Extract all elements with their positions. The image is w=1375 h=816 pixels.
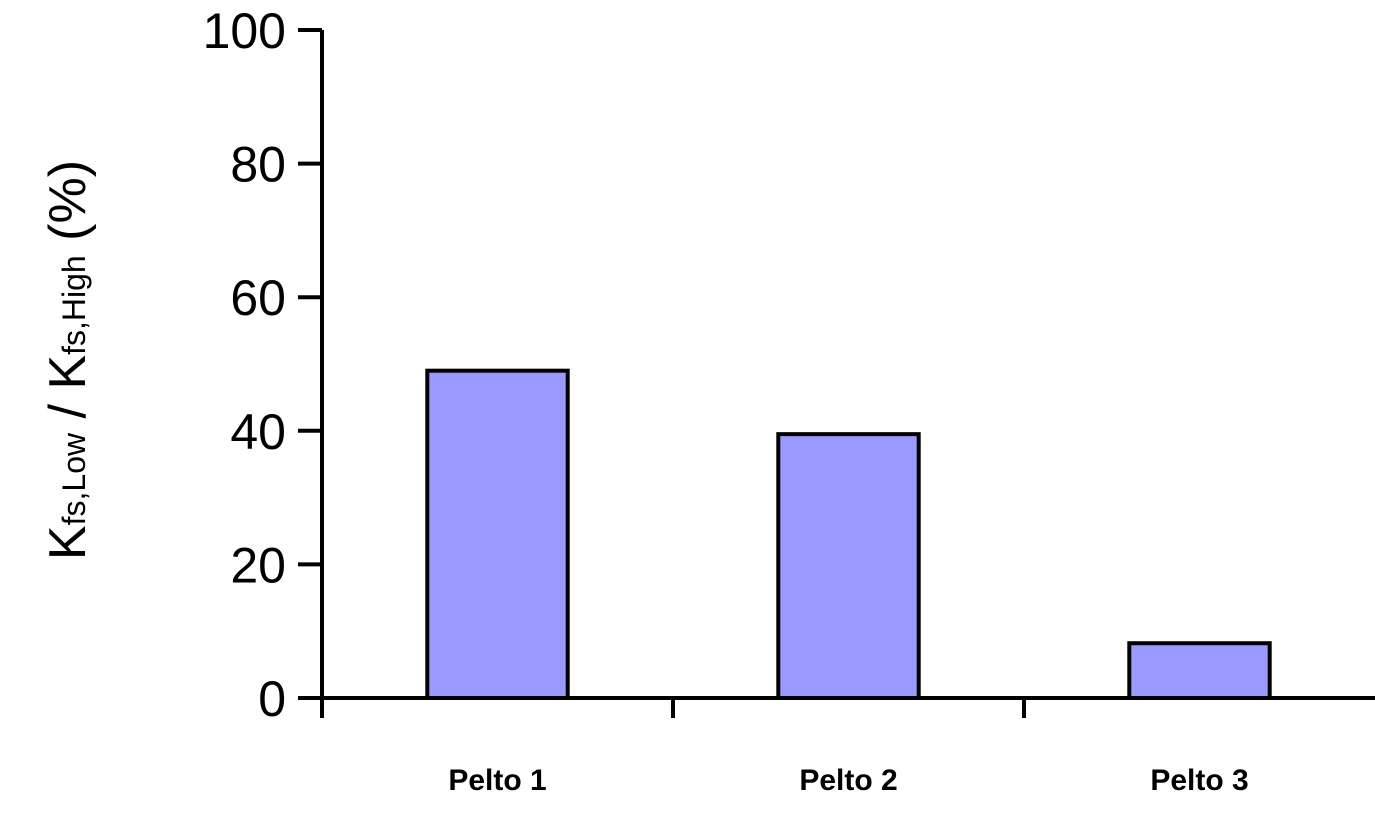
x-tick-label: Pelto 3 bbox=[1150, 764, 1248, 797]
y-axis-label: Kfs,Low / Kfs,High (%) bbox=[39, 160, 97, 560]
x-tick-label: Pelto 2 bbox=[799, 764, 897, 797]
y-tick-label: 100 bbox=[203, 3, 286, 59]
ylabel-k1: K bbox=[39, 525, 97, 560]
axes-group bbox=[320, 30, 1375, 718]
bar bbox=[1127, 641, 1272, 700]
y-tick-label: 40 bbox=[230, 404, 286, 460]
y-tick-label: 60 bbox=[230, 270, 286, 326]
bar bbox=[425, 368, 570, 700]
x-ticks-group: Pelto 1 Pelto 2 Pelto 3 bbox=[448, 698, 1249, 797]
bar bbox=[776, 432, 921, 700]
ylabel-sub2: fs,High bbox=[56, 255, 92, 355]
y-tick-label: 0 bbox=[258, 671, 286, 727]
y-tick-label: 20 bbox=[230, 537, 286, 593]
ylabel-sep: / bbox=[39, 390, 97, 433]
y-ticks-group: 0 20 40 60 80 100 bbox=[203, 3, 322, 727]
ylabel-unit: (%) bbox=[39, 160, 97, 255]
bars-group bbox=[425, 368, 1272, 700]
ylabel-sub1: fs,Low bbox=[56, 432, 92, 525]
ylabel-k2: K bbox=[39, 355, 97, 390]
x-tick-label: Pelto 1 bbox=[448, 764, 546, 797]
y-tick-label: 80 bbox=[230, 137, 286, 193]
